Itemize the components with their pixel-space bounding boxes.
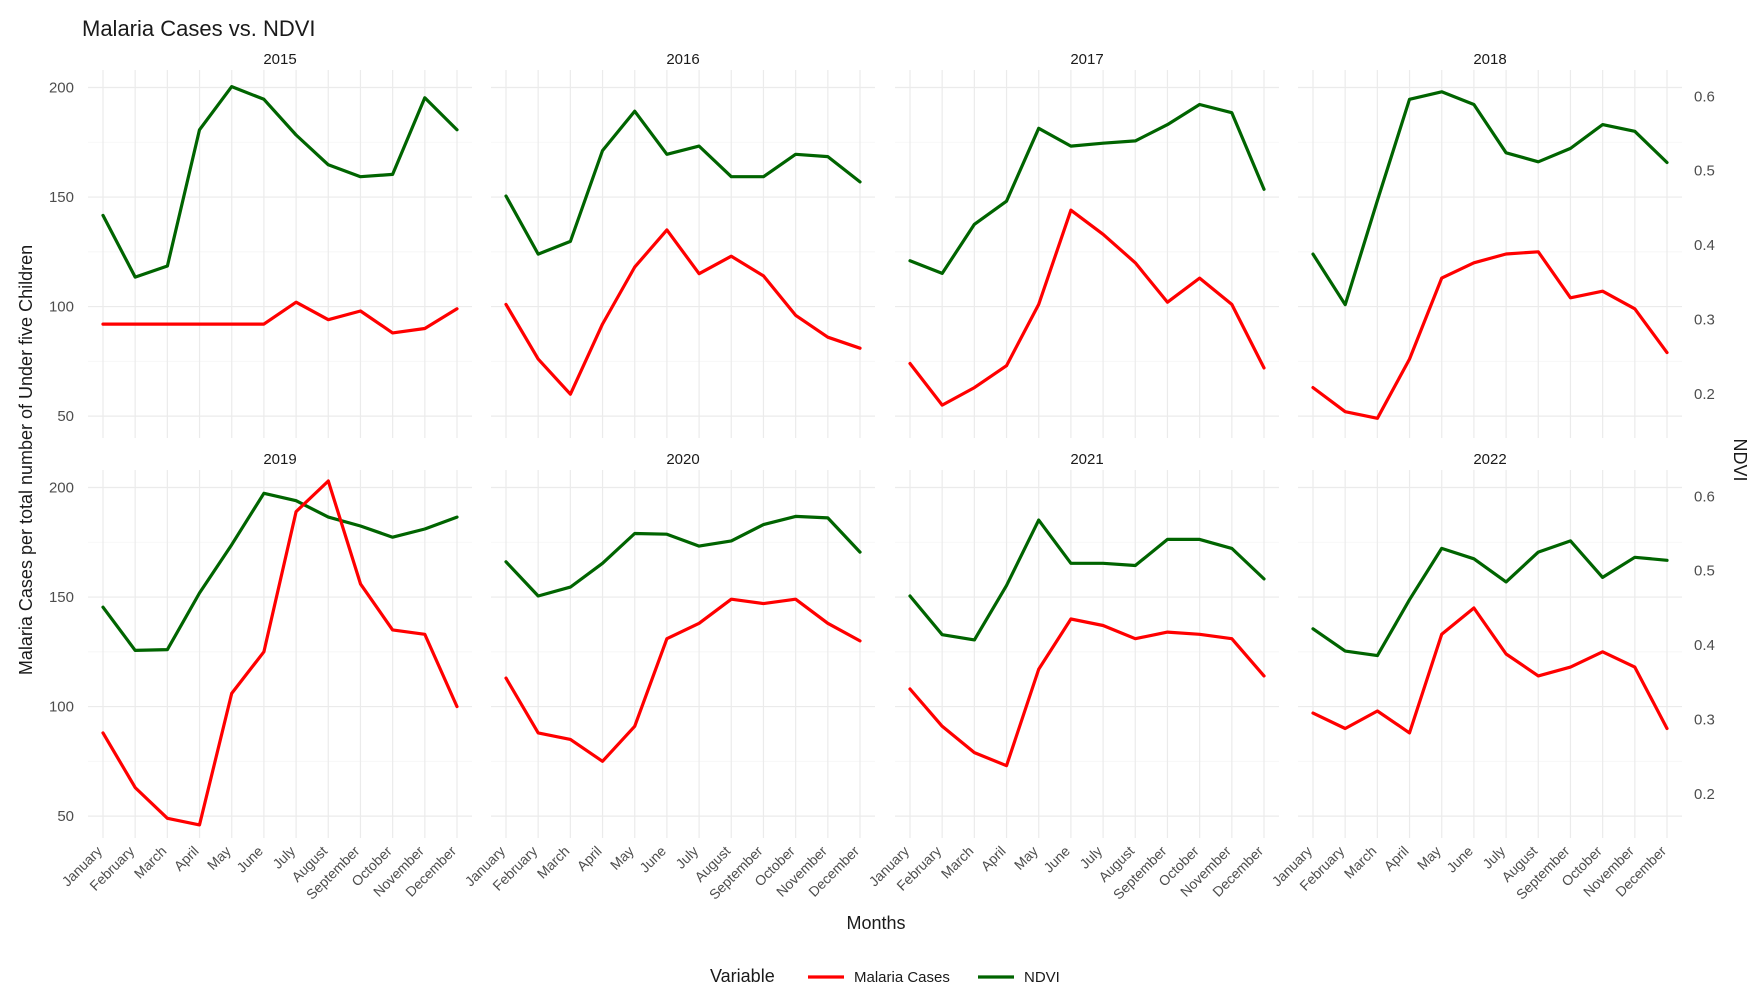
facet-label-2019: 2019 (263, 451, 296, 468)
y-tick-label: 150 (49, 189, 74, 206)
legend: Variable Malaria Cases NDVI (710, 966, 1060, 986)
y2-tick-label: 0.2 (1694, 386, 1715, 403)
y2-tick-label: 0.5 (1694, 563, 1715, 580)
y2-axis-title: NDVI (1730, 438, 1750, 481)
facet-panel-2017: 2017 (895, 51, 1279, 438)
y-tick-label: 200 (49, 80, 74, 97)
y-axis-title: Malaria Cases per total number of Under … (16, 245, 36, 675)
y-tick-label: 100 (49, 699, 74, 716)
legend-label-ndvi: NDVI (1024, 969, 1060, 986)
facet-panel-2018: 2018 0.2 0.3 0.4 0.5 0.6 (1298, 51, 1715, 438)
ndvi-line-2021 (908, 518, 1266, 642)
y2-tick-label: 0.4 (1694, 637, 1715, 654)
facet-panel-2015: 2015 50 100 150 200 (49, 51, 472, 438)
malaria-line-2016 (504, 228, 862, 396)
y-tick-label: 150 (49, 589, 74, 606)
ndvi-line-2016 (504, 109, 862, 256)
facet-label-2016: 2016 (666, 51, 699, 68)
chart-title: Malaria Cases vs. NDVI (82, 16, 316, 41)
malaria-line-2020 (504, 597, 862, 763)
malaria-line-2017 (908, 208, 1266, 407)
y2-tick-label: 0.5 (1694, 163, 1715, 180)
ndvi-line-2022 (1311, 539, 1669, 658)
malaria-line-2021 (908, 617, 1266, 768)
malaria-line-2019 (101, 479, 459, 827)
malaria-line-2015 (101, 300, 459, 335)
facet-label-2017: 2017 (1070, 51, 1103, 68)
malaria-line-2022 (1311, 606, 1669, 735)
ndvi-line-2019 (101, 491, 459, 653)
y2-tick-label: 0.4 (1694, 237, 1715, 254)
facet-label-2015: 2015 (263, 51, 296, 68)
ndvi-line-2015 (101, 84, 459, 279)
y2-tick-label: 0.2 (1694, 786, 1715, 803)
facet-label-2022: 2022 (1473, 451, 1506, 468)
y2-tick-label: 0.6 (1694, 488, 1715, 505)
y2-tick-label: 0.3 (1694, 312, 1715, 329)
legend-title: Variable (710, 966, 775, 986)
ndvi-line-2020 (504, 514, 862, 598)
malaria-line-2018 (1311, 250, 1669, 420)
facet-label-2021: 2021 (1070, 451, 1103, 468)
x-axis-title: Months (846, 913, 905, 933)
legend-label-malaria-cases: Malaria Cases (854, 969, 950, 986)
y2-tick-label: 0.3 (1694, 712, 1715, 729)
facet-label-2020: 2020 (666, 451, 699, 468)
y-tick-label: 100 (49, 299, 74, 316)
y-tick-label: 50 (57, 408, 74, 425)
facet-label-2018: 2018 (1473, 51, 1506, 68)
ndvi-line-2017 (908, 102, 1266, 275)
y-tick-label: 200 (49, 480, 74, 497)
y-tick-label: 50 (57, 808, 74, 825)
facet-panel-2016: 2016 (491, 51, 875, 438)
y2-tick-label: 0.6 (1694, 88, 1715, 105)
ndvi-line-2018 (1311, 90, 1669, 307)
